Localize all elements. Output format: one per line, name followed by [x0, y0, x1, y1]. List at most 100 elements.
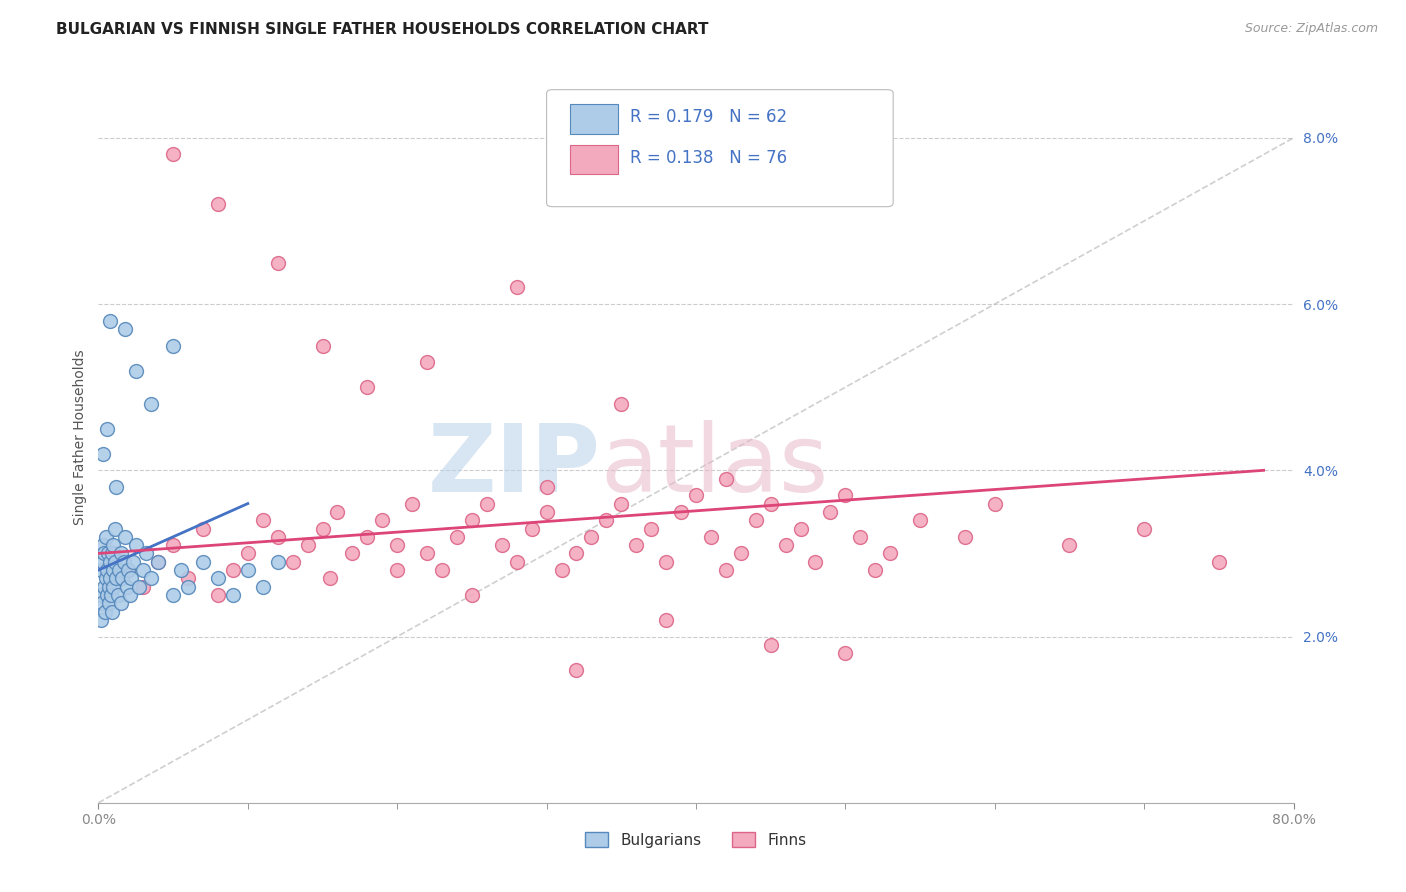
Point: [789, 521, 811, 535]
Point: [356, 530, 378, 544]
Point: [207, 197, 229, 211]
Point: [105, 571, 128, 585]
Text: R = 0.179   N = 62: R = 0.179 N = 62: [630, 108, 787, 126]
Bar: [571, 145, 619, 174]
Point: [267, 255, 290, 269]
Point: [953, 530, 976, 544]
Point: [207, 588, 229, 602]
Point: [775, 538, 797, 552]
Point: [148, 555, 170, 569]
Point: [103, 580, 125, 594]
Point: [90, 613, 112, 627]
Point: [475, 497, 498, 511]
Point: [114, 530, 136, 544]
Point: [98, 571, 122, 585]
Point: [745, 513, 768, 527]
Point: [626, 538, 648, 552]
Point: [236, 546, 259, 560]
Text: atlas: atlas: [600, 420, 828, 512]
Point: [356, 380, 378, 394]
Text: ZIP: ZIP: [427, 420, 600, 512]
Point: [115, 580, 138, 594]
Point: [125, 538, 148, 552]
Point: [177, 580, 200, 594]
Point: [148, 555, 170, 569]
Point: [104, 521, 127, 535]
Point: [207, 571, 229, 585]
Point: [655, 613, 678, 627]
Point: [135, 546, 157, 560]
Point: [820, 505, 842, 519]
Point: [117, 563, 139, 577]
Point: [610, 497, 633, 511]
Point: [191, 555, 214, 569]
Point: [236, 563, 259, 577]
Point: [121, 555, 143, 569]
Point: [536, 480, 558, 494]
Point: [401, 497, 423, 511]
Point: [90, 563, 112, 577]
Point: [581, 530, 603, 544]
Point: [169, 563, 191, 577]
Point: [96, 588, 118, 602]
Point: [610, 397, 633, 411]
Point: [267, 530, 290, 544]
Point: [222, 588, 245, 602]
Point: [655, 555, 678, 569]
Point: [93, 546, 115, 560]
Point: [97, 596, 120, 610]
Point: [700, 530, 723, 544]
Point: [1059, 538, 1081, 552]
Text: Source: ZipAtlas.com: Source: ZipAtlas.com: [1244, 22, 1378, 36]
Point: [342, 546, 364, 560]
Point: [94, 530, 117, 544]
Point: [849, 530, 872, 544]
Point: [110, 546, 132, 560]
Point: [1208, 555, 1230, 569]
Point: [520, 521, 543, 535]
Point: [103, 546, 125, 560]
Point: [98, 314, 122, 328]
Point: [162, 538, 184, 552]
Legend: Bulgarians, Finns: Bulgarians, Finns: [579, 825, 813, 854]
Point: [281, 555, 304, 569]
Point: [132, 563, 155, 577]
Point: [804, 555, 827, 569]
Point: [97, 580, 120, 594]
Point: [326, 505, 349, 519]
Point: [714, 563, 737, 577]
Point: [101, 563, 124, 577]
Point: [100, 588, 122, 602]
Point: [685, 488, 707, 502]
Bar: [571, 104, 619, 134]
Point: [536, 505, 558, 519]
Point: [416, 546, 439, 560]
Point: [461, 513, 484, 527]
Point: [461, 588, 484, 602]
Point: [311, 338, 333, 352]
Point: [139, 571, 162, 585]
Point: [101, 546, 124, 560]
Point: [139, 397, 162, 411]
Point: [103, 538, 125, 552]
Point: [865, 563, 887, 577]
Point: [834, 646, 856, 660]
Point: [669, 505, 692, 519]
Point: [98, 555, 121, 569]
Point: [759, 497, 782, 511]
Point: [114, 322, 136, 336]
Text: R = 0.138   N = 76: R = 0.138 N = 76: [630, 149, 787, 167]
Point: [110, 596, 132, 610]
Point: [506, 555, 529, 569]
Point: [252, 513, 274, 527]
Point: [446, 530, 468, 544]
Point: [984, 497, 1007, 511]
Point: [834, 488, 856, 502]
Point: [430, 563, 453, 577]
Point: [491, 538, 513, 552]
Point: [112, 555, 135, 569]
Point: [371, 513, 394, 527]
Point: [759, 638, 782, 652]
FancyBboxPatch shape: [547, 90, 893, 207]
Point: [104, 555, 127, 569]
